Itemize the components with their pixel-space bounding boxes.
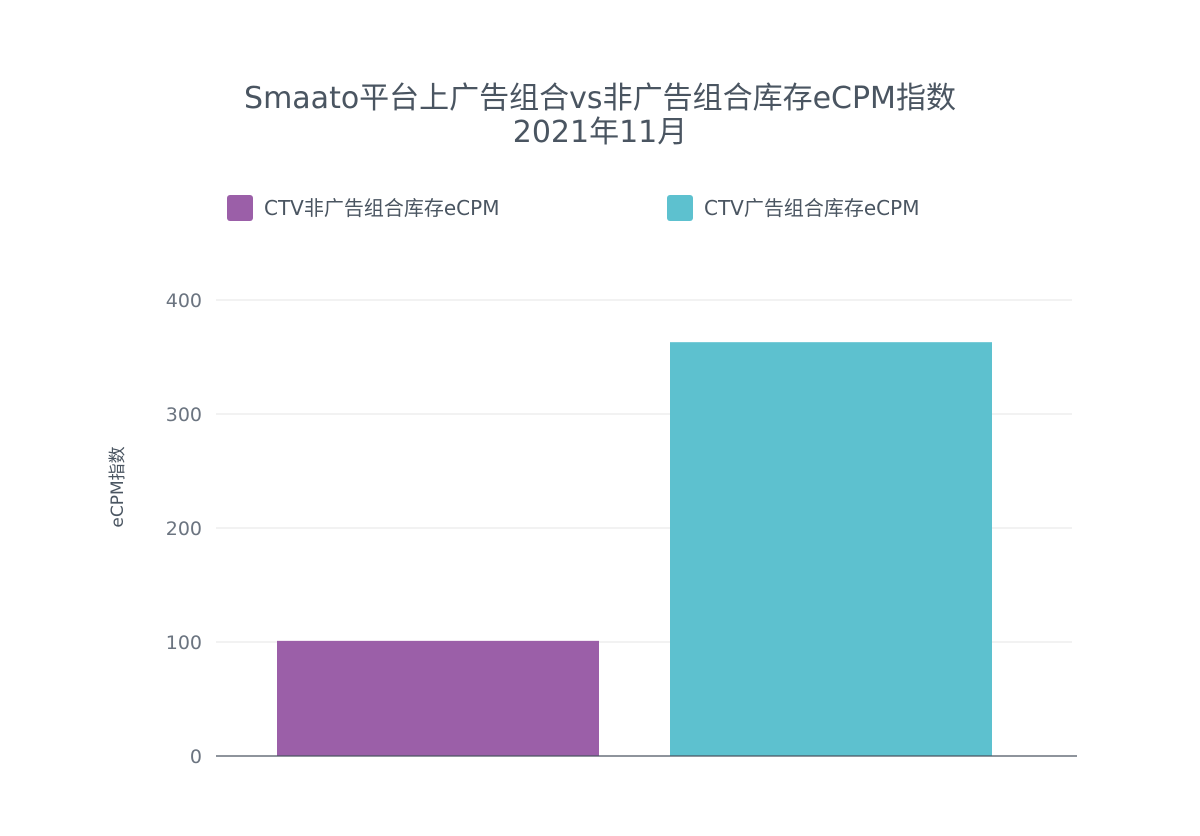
legend-swatch-2[interactable]: [667, 195, 693, 221]
y-axis-label: eCPM指数: [108, 446, 128, 527]
y-tick-label: 100: [166, 632, 202, 654]
y-tick-label: 400: [166, 290, 202, 312]
chart-title: Smaato平台上广告组合vs非广告组合库存eCPM指数: [244, 81, 956, 116]
legend: CTV非广告组合库存eCPM CTV广告组合库存eCPM: [227, 195, 919, 221]
legend-label-1[interactable]: CTV非广告组合库存eCPM: [264, 196, 499, 220]
bar-2[interactable]: [670, 342, 992, 756]
chart-subtitle: 2021年11月: [513, 115, 688, 150]
legend-label-2[interactable]: CTV广告组合库存eCPM: [704, 196, 919, 220]
bar-1[interactable]: [277, 640, 599, 756]
legend-swatch-1[interactable]: [227, 195, 253, 221]
y-axis-ticks: 0 100 200 300 400: [166, 290, 202, 768]
y-tick-label: 200: [166, 518, 202, 540]
y-tick-label: 300: [166, 404, 202, 426]
y-tick-label: 0: [190, 746, 202, 768]
bars: [277, 342, 992, 756]
